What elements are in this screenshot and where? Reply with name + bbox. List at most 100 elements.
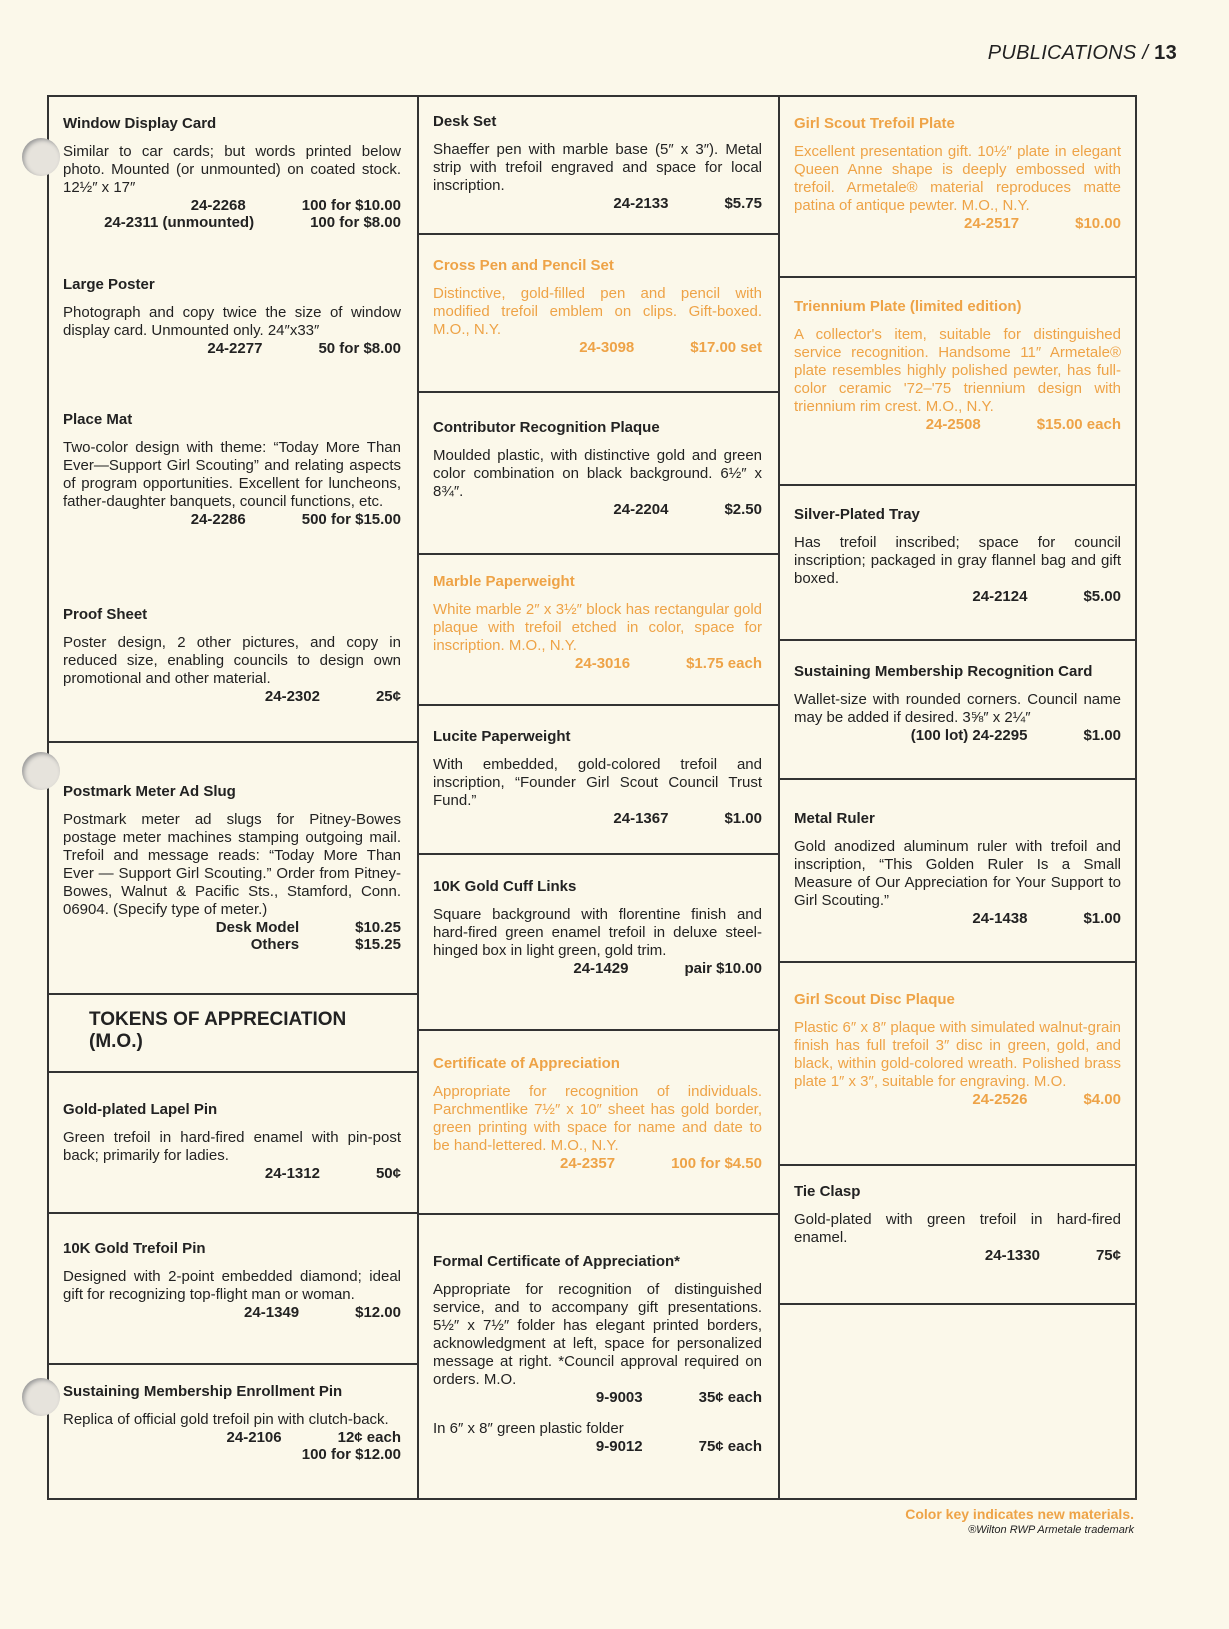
item-code: 9-9012 xyxy=(595,1438,643,1455)
catalog-item: Formal Certificate of Appreciation* Appro… xyxy=(433,1253,762,1455)
catalog-cell: Silver-Plated Tray Has trefoil inscribed;… xyxy=(780,486,1137,641)
item-description: Appropriate for recognition of distingui… xyxy=(433,1281,762,1388)
binder-hole xyxy=(22,752,60,790)
price-row: (100 lot) 24-2295 $1.00 xyxy=(794,727,1121,744)
item-description: Green trefoil in hard-fired enamel with … xyxy=(63,1129,401,1164)
item-title: Postmark Meter Ad Slug xyxy=(63,783,236,800)
catalog-item: Proof Sheet Poster design, 2 other pictur… xyxy=(63,606,401,705)
catalog-item: 10K Gold Trefoil Pin Designed with 2-poin… xyxy=(63,1240,401,1321)
catalog-cell: TOKENS OF APPRECIATION (M.O.) xyxy=(49,995,417,1073)
item-description: Distinctive, gold-filled pen and pencil … xyxy=(433,285,762,338)
page-header: PUBLICATIONS / 13 xyxy=(988,42,1177,65)
item-code: 24-1312 xyxy=(264,1165,320,1182)
catalog-cell: Cross Pen and Pencil Set Distinctive, gol… xyxy=(419,235,778,393)
section-heading: TOKENS OF APPRECIATION (M.O.) xyxy=(89,1009,347,1052)
catalog-item: Tie Clasp Gold-plated with green trefoil … xyxy=(794,1183,1121,1264)
price-row: 24-1330 75¢ xyxy=(794,1247,1121,1264)
item-description: Appropriate for recognition of individua… xyxy=(433,1083,762,1154)
catalog-item: Girl Scout Disc Plaque Plastic 6″ x 8″ pl… xyxy=(794,991,1121,1108)
price-row: Others $15.25 xyxy=(63,936,401,953)
item-price: $1.00 xyxy=(724,810,762,827)
catalog-cell: Contributor Recognition Plaque Moulded pl… xyxy=(419,393,778,555)
item-price: $10.25 xyxy=(355,919,401,936)
item-price: $5.00 xyxy=(1083,588,1121,605)
binder-hole xyxy=(22,1378,60,1416)
item-title: Triennium Plate (limited edition) xyxy=(794,298,1022,315)
price-row: 100 for $12.00 xyxy=(63,1446,401,1463)
item-code: 24-1429 xyxy=(573,960,629,977)
item-code: Desk Model xyxy=(215,919,300,936)
item-price: $2.50 xyxy=(724,501,762,518)
catalog-item: Desk Set Shaeffer pen with marble base (5… xyxy=(433,113,762,212)
item-description: Postmark meter ad slugs for Pitney-Bowes… xyxy=(63,811,401,918)
item-code: 24-2133 xyxy=(613,195,669,212)
item-title: 10K Gold Cuff Links xyxy=(433,878,577,895)
price-row: 24-1312 50¢ xyxy=(63,1165,401,1182)
item-description: White marble 2″ x 3½″ block has rectangu… xyxy=(433,601,762,654)
catalog-item: Postmark Meter Ad Slug Postmark meter ad … xyxy=(63,783,401,953)
item-description: Gold-plated with green trefoil in hard-f… xyxy=(794,1211,1121,1246)
item-price: $1.75 each xyxy=(686,655,762,672)
catalog-cell: Sustaining Membership Recognition Card Wa… xyxy=(780,641,1137,780)
catalog-cell: 10K Gold Cuff Links Square background wit… xyxy=(419,855,778,1031)
price-row: 24-2302 25¢ xyxy=(63,688,401,705)
catalog-item: Girl Scout Trefoil Plate Excellent presen… xyxy=(794,115,1121,232)
item-code: 24-2286 xyxy=(190,511,246,528)
price-row: 24-2204 $2.50 xyxy=(433,501,762,518)
item-code: 24-3098 xyxy=(579,339,635,356)
price-row: 24-2517 $10.00 xyxy=(794,215,1121,232)
price-row: 24-2311 (unmounted) 100 for $8.00 xyxy=(63,214,401,231)
page-number: 13 xyxy=(1154,42,1177,64)
color-key-note: Color key indicates new materials. xyxy=(905,1506,1134,1522)
price-row: 24-1367 $1.00 xyxy=(433,810,762,827)
catalog-cell: Certificate of Appreciation Appropriate f… xyxy=(419,1031,778,1215)
item-price: $4.00 xyxy=(1083,1091,1121,1108)
column-2: Desk Set Shaeffer pen with marble base (5… xyxy=(417,97,778,1498)
item-code: 24-2508 xyxy=(925,416,981,433)
item-code: 24-2277 xyxy=(207,340,263,357)
item-price: $15.25 xyxy=(355,936,401,953)
catalog-cell: 10K Gold Trefoil Pin Designed with 2-poin… xyxy=(49,1214,417,1365)
catalog-item: Lucite Paperweight With embedded, gold-co… xyxy=(433,728,762,827)
item-description: Square background with florentine finish… xyxy=(433,906,762,959)
catalog-cell: Window Display Card Similar to car cards;… xyxy=(49,97,417,743)
catalog-item: Place Mat Two-color design with theme: “T… xyxy=(63,411,401,528)
item-description: Has trefoil inscribed; space for council… xyxy=(794,534,1121,587)
catalog-cell: Triennium Plate (limited edition) A colle… xyxy=(780,278,1137,486)
column-1: Window Display Card Similar to car cards;… xyxy=(49,97,417,1498)
item-title: Girl Scout Trefoil Plate xyxy=(794,115,955,132)
catalog-item: Silver-Plated Tray Has trefoil inscribed;… xyxy=(794,506,1121,605)
catalog-item: Triennium Plate (limited edition) A colle… xyxy=(794,298,1121,433)
item-code: 24-2124 xyxy=(972,588,1028,605)
item-description-alt: In 6″ x 8″ green plastic folder xyxy=(433,1420,624,1437)
item-price: 35¢ each xyxy=(698,1389,762,1406)
item-title: Large Poster xyxy=(63,276,155,293)
item-price: $1.00 xyxy=(1083,727,1121,744)
price-row: 9-9012 75¢ each xyxy=(433,1438,762,1455)
price-row: 24-1438 $1.00 xyxy=(794,910,1121,927)
catalog-cell: Girl Scout Disc Plaque Plastic 6″ x 8″ pl… xyxy=(780,963,1137,1166)
item-title: Proof Sheet xyxy=(63,606,148,623)
catalog-cell: Metal Ruler Gold anodized aluminum ruler … xyxy=(780,780,1137,963)
catalog-item: Window Display Card Similar to car cards;… xyxy=(63,115,401,231)
item-code: Others xyxy=(250,936,300,953)
price-row: 24-3098 $17.00 set xyxy=(433,339,762,356)
item-code: 24-2517 xyxy=(964,215,1020,232)
item-price: 50¢ xyxy=(375,1165,401,1182)
catalog-cell: Marble Paperweight White marble 2″ x 3½″ … xyxy=(419,555,778,706)
item-code: 9-9003 xyxy=(595,1389,643,1406)
item-code: 24-2302 xyxy=(264,688,320,705)
item-price: 100 for $8.00 xyxy=(310,214,401,231)
price-row: 24-3016 $1.75 each xyxy=(433,655,762,672)
price-row: 24-2526 $4.00 xyxy=(794,1091,1121,1108)
item-description: Wallet-size with rounded corners. Counci… xyxy=(794,691,1121,726)
item-description: Two-color design with theme: “Today More… xyxy=(63,439,401,510)
item-price: 12¢ each xyxy=(337,1429,401,1446)
item-price: pair $10.00 xyxy=(684,960,762,977)
catalog-item: Sustaining Membership Recognition Card Wa… xyxy=(794,663,1121,744)
catalog-item: Cross Pen and Pencil Set Distinctive, gol… xyxy=(433,257,762,356)
item-price: $17.00 set xyxy=(690,339,762,356)
item-description: A collector's item, suitable for disting… xyxy=(794,326,1121,415)
item-code: 24-2268 xyxy=(190,197,246,214)
item-price: $12.00 xyxy=(355,1304,401,1321)
